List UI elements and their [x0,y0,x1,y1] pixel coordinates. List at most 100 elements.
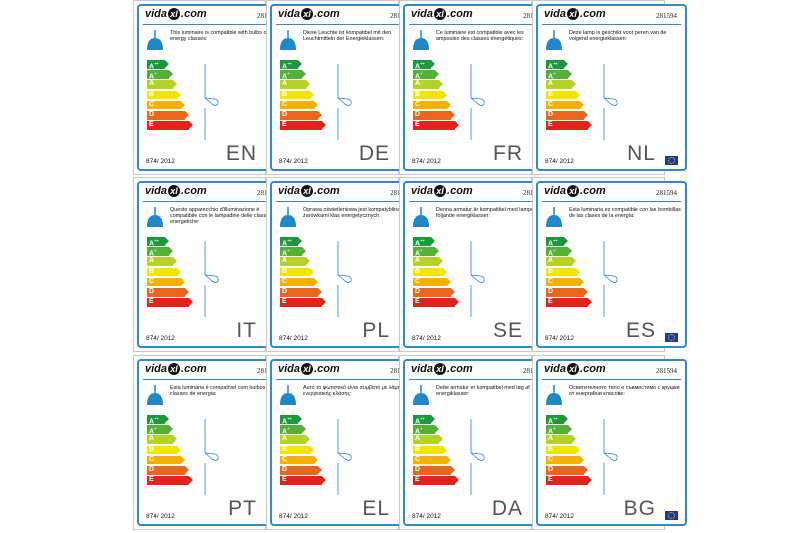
label-cell-nl: vida xl .com 281594 Deze lamp is geschikt … [532,0,687,175]
energy-class-4: C [147,100,185,110]
language-code: IT [236,319,257,342]
label-cell-es: vida xl .com 281594 Esta luminaria es comp… [532,177,687,352]
lamp-icon [546,207,562,227]
lamp-icon [413,207,429,227]
brand-logo: vida xl .com [145,185,207,197]
language-code: EN [225,142,257,165]
bulb-range-icon [470,64,485,140]
bulb-range-icon [204,64,219,140]
lamp-icon [413,385,429,405]
energy-class-3: B [280,90,314,100]
compatibility-text: Questo apparecchio d'illuminazione è com… [170,207,268,226]
brand-logo: vida xl .com [544,8,606,20]
eu-flag-icon [665,156,678,165]
energy-label: vida xl .com 281594 Осветителното тяло е с… [536,359,687,526]
compatibility-text: Осветителното тяло е съвместимо с крушки… [569,385,680,398]
energy-class-2: A [280,257,310,266]
energy-class-2: A [413,435,443,444]
energy-class-4: C [280,277,318,287]
compatibility-text: Esta luminaria es compatible con las bom… [569,207,681,220]
energy-class-5: D [413,110,455,120]
brand-logo: vida xl .com [411,363,473,375]
divider [143,24,282,25]
regulation-number: 874/ 2012 [412,335,441,342]
energy-class-0: A++ [147,60,169,70]
bulb-range-icon [470,419,485,495]
energy-class-5: D [147,110,189,120]
energy-class-3: B [147,267,181,277]
regulation-number: 874/ 2012 [146,335,175,342]
energy-class-2: A [147,435,177,444]
energy-class-1: A+ [546,425,572,436]
energy-class-4: C [546,455,584,465]
divider [276,24,415,25]
divider [409,201,548,202]
energy-class-5: D [546,110,588,120]
energy-class-4: C [147,455,185,465]
brand-logo: vida xl .com [278,8,340,20]
compatibility-text: Αυτό το φωτιστικό είναι συμβατό με λάμπε… [303,385,407,398]
energy-class-4: C [280,100,318,110]
energy-label: vida xl .com 281594 Deze lamp is geschikt … [536,4,687,171]
brand-logo: vida xl .com [411,185,473,197]
brand-logo: vida xl .com [278,185,340,197]
compatibility-text: Diese Leuchte ist kompatibel mit den Leu… [303,30,392,43]
energy-class-0: A++ [413,237,435,247]
eu-flag-icon [665,511,678,520]
energy-class-3: B [546,445,580,455]
energy-class-6: E [280,298,326,307]
label-cell-bg: vida xl .com 281594 Осветителното тяло е с… [532,355,687,530]
divider [276,379,415,380]
brand-logo: vida xl .com [145,8,207,20]
lamp-icon [147,207,163,227]
energy-class-6: E [280,121,326,130]
energy-class-5: D [147,465,189,475]
energy-class-1: A+ [413,247,439,258]
energy-class-2: A [546,257,576,266]
energy-class-4: C [280,455,318,465]
lamp-icon [546,385,562,405]
energy-class-5: D [280,465,322,475]
energy-class-2: A [413,80,443,89]
language-code: EL [362,497,390,520]
lamp-icon [280,385,296,405]
language-code: DE [358,142,390,165]
energy-scale: A++ A+ A B C D E [147,60,193,131]
divider [542,24,681,25]
compatibility-text: Esta luminária é compatível com bulbos d… [170,385,276,398]
energy-class-4: C [546,100,584,110]
language-code: BG [623,497,656,520]
bulb-range-icon [603,64,618,140]
brand-logo: vida xl .com [544,363,606,375]
energy-class-0: A++ [546,60,568,70]
energy-class-3: B [413,445,447,455]
energy-class-6: E [546,298,592,307]
regulation-number: 874/ 2012 [412,513,441,520]
lamp-icon [280,207,296,227]
bulb-range-icon [337,419,352,495]
energy-class-5: D [147,287,189,297]
energy-class-5: D [546,287,588,297]
lamp-icon [147,30,163,50]
energy-class-4: C [546,277,584,287]
energy-class-2: A [413,257,443,266]
bulb-range-icon [337,241,352,317]
energy-class-1: A+ [280,70,306,81]
energy-scale: A++ A+ A B C D E [413,60,459,131]
energy-class-0: A++ [147,237,169,247]
energy-class-3: B [147,445,181,455]
energy-scale: A++ A+ A B C D E [280,60,326,131]
energy-scale: A++ A+ A B C D E [147,415,193,486]
energy-class-6: E [546,476,592,485]
energy-class-4: C [413,277,451,287]
energy-class-3: B [147,90,181,100]
energy-class-0: A++ [280,415,302,425]
